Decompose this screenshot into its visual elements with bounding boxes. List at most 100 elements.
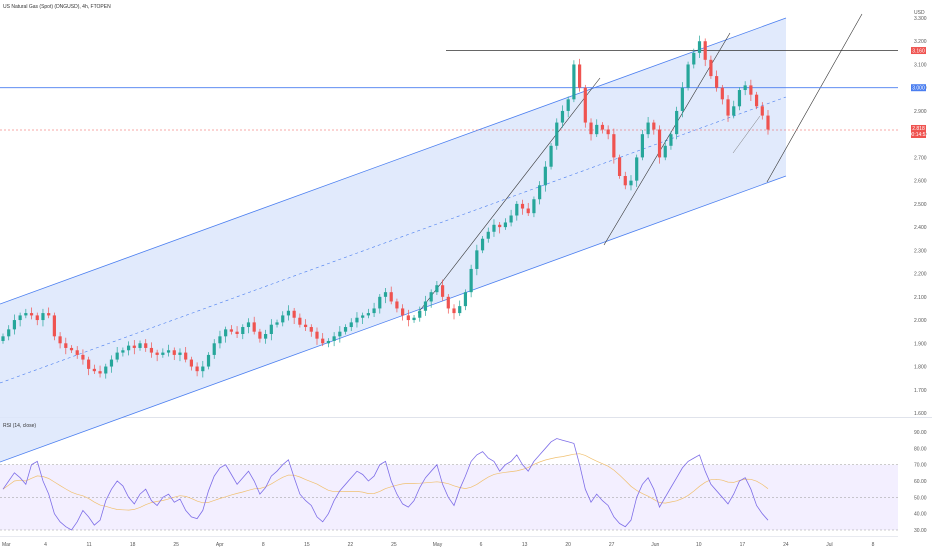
candle[interactable] bbox=[675, 106, 679, 140]
candle[interactable] bbox=[692, 48, 696, 69]
candle[interactable] bbox=[578, 58, 582, 92]
candle[interactable] bbox=[109, 355, 114, 373]
time-axis[interactable]: Mar 4 11 18 25 Apr 8 15 22 25 May 6 13 20 27 Jun 10 17 24 J… bbox=[2, 542, 875, 548]
candle[interactable] bbox=[526, 202, 530, 216]
candle[interactable] bbox=[600, 122, 605, 134]
channel-lower-line[interactable] bbox=[0, 175, 787, 463]
candle[interactable] bbox=[652, 119, 656, 135]
candle[interactable] bbox=[446, 294, 450, 314]
candle[interactable] bbox=[355, 312, 359, 328]
candle[interactable] bbox=[475, 244, 479, 276]
candle[interactable] bbox=[81, 349, 85, 365]
candle[interactable] bbox=[343, 324, 348, 335]
channel-upper-line[interactable] bbox=[0, 17, 787, 305]
candle[interactable] bbox=[463, 289, 468, 311]
candle[interactable] bbox=[326, 338, 331, 348]
candle[interactable] bbox=[703, 38, 707, 67]
candle[interactable] bbox=[189, 356, 193, 371]
candle[interactable] bbox=[726, 95, 730, 122]
candle[interactable] bbox=[440, 279, 445, 301]
candle[interactable] bbox=[303, 319, 308, 331]
candle[interactable] bbox=[520, 199, 525, 215]
candle[interactable] bbox=[1, 333, 5, 344]
candle[interactable] bbox=[332, 332, 336, 347]
candle[interactable] bbox=[138, 340, 142, 351]
candle[interactable] bbox=[292, 307, 296, 325]
candle[interactable] bbox=[315, 327, 319, 345]
candle[interactable] bbox=[366, 308, 370, 319]
candle[interactable] bbox=[640, 129, 645, 161]
candle[interactable] bbox=[423, 295, 428, 316]
candle[interactable] bbox=[178, 348, 182, 362]
candle[interactable] bbox=[549, 143, 553, 170]
candle[interactable] bbox=[606, 125, 610, 140]
candle[interactable] bbox=[372, 302, 376, 318]
candle[interactable] bbox=[246, 318, 251, 334]
candle[interactable] bbox=[749, 79, 753, 101]
candle[interactable] bbox=[669, 131, 673, 150]
candle[interactable] bbox=[509, 209, 513, 227]
candle[interactable] bbox=[589, 118, 593, 141]
candle[interactable] bbox=[406, 309, 410, 327]
candle[interactable] bbox=[149, 342, 154, 358]
candle[interactable] bbox=[452, 304, 456, 320]
candle[interactable] bbox=[258, 328, 262, 343]
candle[interactable] bbox=[252, 316, 256, 335]
candle[interactable] bbox=[195, 362, 199, 377]
candle[interactable] bbox=[720, 84, 724, 105]
candle[interactable] bbox=[635, 154, 639, 187]
candle[interactable] bbox=[418, 306, 422, 322]
candle[interactable] bbox=[686, 61, 690, 91]
candle[interactable] bbox=[92, 364, 96, 374]
candle[interactable] bbox=[58, 332, 62, 349]
trendline-3[interactable] bbox=[766, 13, 863, 183]
candle[interactable] bbox=[709, 55, 713, 79]
candle[interactable] bbox=[298, 313, 302, 328]
candle[interactable] bbox=[469, 264, 473, 298]
candle[interactable] bbox=[184, 347, 188, 363]
candle[interactable] bbox=[218, 330, 222, 349]
candle[interactable] bbox=[309, 324, 313, 337]
candle[interactable] bbox=[212, 339, 216, 359]
candle[interactable] bbox=[623, 171, 627, 190]
rsi-line[interactable] bbox=[2, 438, 769, 531]
candle[interactable] bbox=[69, 345, 74, 354]
candle[interactable] bbox=[121, 347, 125, 357]
trendline-2[interactable] bbox=[603, 32, 731, 246]
candle[interactable] bbox=[389, 286, 393, 305]
candle[interactable] bbox=[538, 181, 542, 205]
candle[interactable] bbox=[412, 314, 416, 323]
candle[interactable] bbox=[144, 339, 148, 352]
candle[interactable] bbox=[115, 347, 119, 363]
candle[interactable] bbox=[29, 307, 34, 320]
candle[interactable] bbox=[617, 154, 622, 179]
candle[interactable] bbox=[629, 175, 633, 191]
candle[interactable] bbox=[401, 304, 405, 321]
candles-group[interactable] bbox=[1, 35, 770, 379]
rsi-ma-line[interactable] bbox=[2, 453, 769, 511]
candle[interactable] bbox=[166, 344, 171, 357]
candle[interactable] bbox=[646, 116, 650, 139]
candle[interactable] bbox=[229, 325, 233, 335]
candle[interactable] bbox=[680, 82, 684, 118]
candle[interactable] bbox=[18, 312, 22, 327]
candle[interactable] bbox=[760, 102, 764, 120]
candle[interactable] bbox=[172, 347, 176, 361]
candle[interactable] bbox=[663, 140, 667, 161]
candle[interactable] bbox=[338, 326, 342, 343]
candle[interactable] bbox=[201, 360, 205, 378]
candle[interactable] bbox=[98, 365, 102, 378]
candle[interactable] bbox=[395, 298, 399, 313]
candle[interactable] bbox=[235, 326, 239, 338]
candle[interactable] bbox=[532, 196, 536, 218]
candle[interactable] bbox=[595, 119, 599, 137]
candle[interactable] bbox=[321, 333, 325, 347]
candle[interactable] bbox=[155, 349, 159, 362]
candle[interactable] bbox=[126, 341, 131, 356]
candle[interactable] bbox=[429, 289, 433, 308]
candle[interactable] bbox=[104, 363, 108, 379]
candle[interactable] bbox=[515, 201, 519, 221]
candle[interactable] bbox=[286, 305, 291, 321]
candle[interactable] bbox=[732, 100, 736, 119]
candle[interactable] bbox=[697, 35, 702, 58]
